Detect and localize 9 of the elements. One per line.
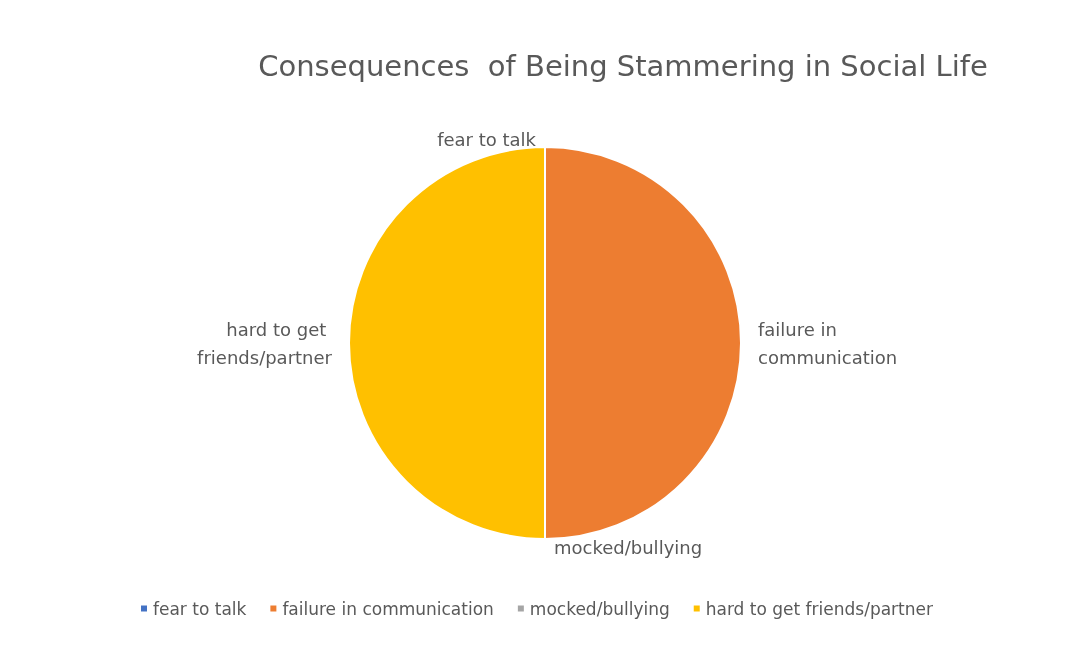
chart-title: Consequences of Being Stammering in Social Life: [258, 48, 988, 83]
legend-label: failure in communication: [282, 598, 494, 619]
slice-label: hard to get friends/partner: [197, 318, 333, 368]
legend-label: mocked/bullying: [529, 598, 670, 619]
legend-label: fear to talk: [153, 598, 247, 619]
category-label: mocked/bullying: [554, 536, 703, 558]
category-label: fear to talk: [437, 128, 536, 150]
slice-label: failure in communication: [758, 318, 898, 368]
legend-label: hard to get friends/partner: [705, 598, 934, 619]
